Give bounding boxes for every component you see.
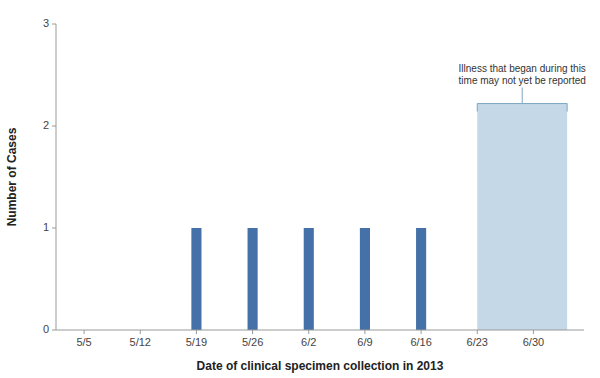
y-axis-label: Number of Cases: [5, 127, 19, 226]
y-tick: [52, 330, 56, 331]
bracket-stem: [522, 88, 523, 104]
chart: 0 1 2 3 5/5 5/12 5/19 5/26 6/2 6/9 6/16 6/23 6/30 Dat…: [0, 0, 600, 378]
x-tick-label: 6/2: [301, 336, 316, 348]
x-tick: [84, 330, 85, 334]
y-axis-line: [56, 24, 57, 330]
x-tick-label: 5/5: [76, 336, 91, 348]
x-tick-label: 6/23: [467, 336, 488, 348]
x-tick: [252, 330, 253, 334]
x-tick-label: 6/9: [357, 336, 372, 348]
x-tick: [421, 330, 422, 334]
bar: [248, 228, 258, 330]
y-tick: [52, 228, 56, 229]
x-tick-label: 5/12: [130, 336, 151, 348]
bar: [304, 228, 314, 330]
y-tick-label: 2: [43, 119, 49, 131]
y-tick: [52, 126, 56, 127]
x-tick-label: 6/30: [523, 336, 544, 348]
x-tick-label: 5/19: [186, 336, 207, 348]
x-axis-label: Date of clinical specimen collection in …: [197, 359, 444, 373]
x-tick: [196, 330, 197, 334]
shaded-region: [477, 104, 567, 330]
plot-area: [191, 104, 567, 330]
y-tick: [52, 24, 56, 25]
y-tick-label: 0: [43, 323, 49, 335]
x-tick: [140, 330, 141, 334]
annotation: Illness that began during thistime may n…: [459, 63, 586, 86]
annotation-line: Illness that began during this: [459, 63, 586, 74]
bar: [416, 228, 426, 330]
annotation-line: time may not yet be reported: [459, 75, 586, 86]
y-tick-label: 1: [43, 221, 49, 233]
x-tick-label: 6/16: [410, 336, 431, 348]
y-tick-label: 3: [43, 17, 49, 29]
x-tick-label: 5/26: [242, 336, 263, 348]
bracket: [477, 104, 567, 112]
x-tick: [308, 330, 309, 334]
x-axis-line: [56, 330, 584, 331]
bar: [191, 228, 201, 330]
bar: [360, 228, 370, 330]
x-tick: [477, 330, 478, 334]
x-tick: [533, 330, 534, 334]
x-tick: [364, 330, 365, 334]
